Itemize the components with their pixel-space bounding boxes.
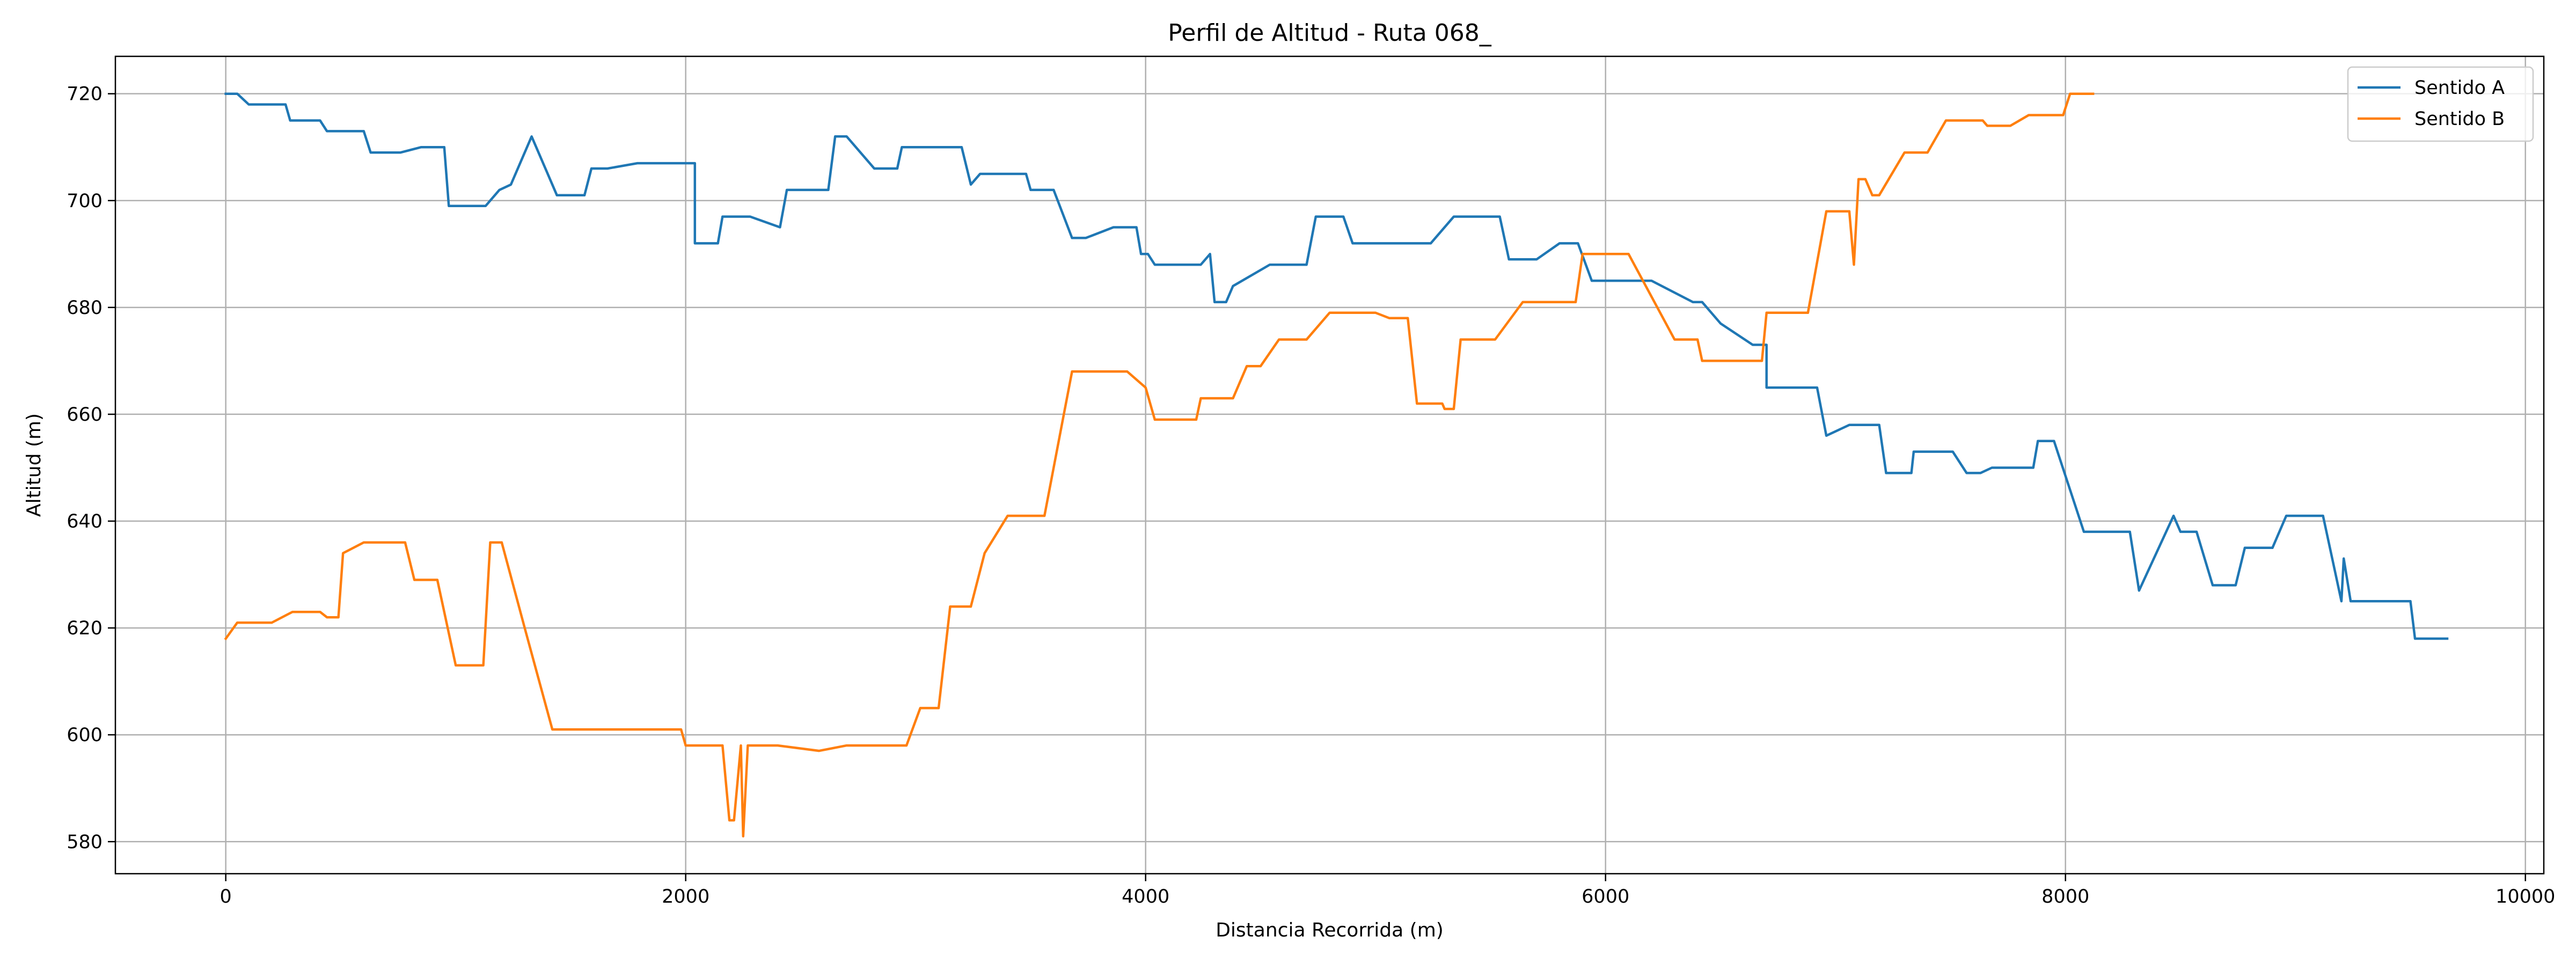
series-layer — [224, 92, 2449, 838]
y-tick-label: 660 — [67, 404, 103, 426]
y-tick-label: 580 — [67, 831, 103, 853]
series-line-sentido-a — [224, 92, 2449, 640]
y-tick-label: 720 — [67, 84, 103, 105]
legend: Sentido A Sentido B — [2347, 66, 2534, 142]
y-tick-label: 700 — [67, 191, 103, 212]
x-tick-label: 6000 — [1582, 886, 1629, 908]
y-tick-label: 620 — [67, 618, 103, 639]
grid-lines — [115, 56, 2544, 874]
x-axis-label: Distancia Recorrida (m) — [1216, 919, 1444, 941]
y-tick-label: 680 — [67, 297, 103, 319]
legend-box — [2347, 66, 2534, 142]
x-tick-label: 0 — [220, 886, 232, 908]
x-tick-label: 2000 — [662, 886, 709, 908]
chart-title: Perfil de Altitud - Ruta 068_ — [1168, 19, 1491, 47]
x-tick-label: 4000 — [1122, 886, 1169, 908]
y-tick-label: 640 — [67, 511, 103, 532]
x-tick-label: 8000 — [2041, 886, 2089, 908]
y-tick-label: 600 — [67, 724, 103, 746]
y-axis-label: Altitud (m) — [23, 413, 45, 517]
legend-label: Sentido A — [2414, 77, 2505, 99]
y-axis-ticks: 580 600 620 640 660 680 700 720 — [67, 84, 115, 853]
x-tick-label: 10000 — [2496, 886, 2555, 908]
x-axis-ticks: 0 2000 4000 6000 8000 10000 — [220, 874, 2555, 908]
series-line-sentido-b — [224, 92, 2095, 838]
legend-label: Sentido B — [2414, 108, 2505, 130]
axes-frame — [114, 55, 2545, 875]
